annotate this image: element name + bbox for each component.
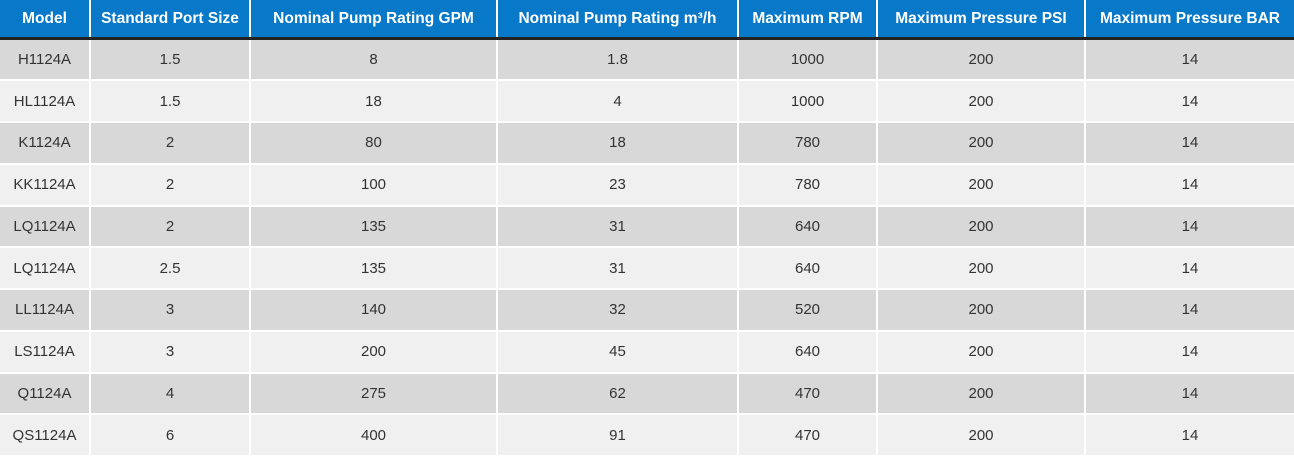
table-cell: 2 bbox=[90, 205, 251, 249]
table-row: K1124A 2 80 18 780 200 14 bbox=[0, 122, 1294, 165]
table-cell: 2.5 bbox=[90, 247, 251, 290]
table-cell: Q1124A bbox=[0, 372, 91, 416]
table-cell: 1000 bbox=[738, 80, 878, 123]
table-cell: 14 bbox=[1085, 80, 1294, 123]
table-cell: 62 bbox=[497, 372, 739, 416]
table-cell: HL1124A bbox=[0, 80, 91, 123]
table-cell: 14 bbox=[1085, 205, 1294, 249]
table-cell: 200 bbox=[250, 330, 498, 374]
table-cell: 14 bbox=[1085, 414, 1294, 457]
table-cell: 91 bbox=[497, 414, 739, 457]
table-cell: 4 bbox=[497, 80, 739, 123]
table-cell: K1124A bbox=[0, 122, 91, 165]
column-header-maximum-pressure-psi: Maximum Pressure PSI bbox=[877, 0, 1086, 40]
table-cell: 14 bbox=[1085, 122, 1294, 165]
table-cell: 470 bbox=[738, 414, 878, 457]
table-cell: 23 bbox=[497, 163, 739, 207]
table-cell: 1.8 bbox=[497, 38, 739, 82]
table-cell: 1.5 bbox=[90, 38, 251, 82]
table-cell: 200 bbox=[877, 372, 1086, 416]
column-header-standard-port-size: Standard Port Size bbox=[90, 0, 251, 40]
table-cell: 200 bbox=[877, 122, 1086, 165]
table-cell: 200 bbox=[877, 414, 1086, 457]
column-header-maximum-pressure-bar: Maximum Pressure BAR bbox=[1085, 0, 1294, 40]
table-cell: 100 bbox=[250, 163, 498, 207]
table-row: HL1124A 1.5 18 4 1000 200 14 bbox=[0, 80, 1294, 123]
table-cell: 640 bbox=[738, 205, 878, 249]
table-cell: 3 bbox=[90, 330, 251, 374]
table-cell: 200 bbox=[877, 163, 1086, 207]
table-cell: 140 bbox=[250, 289, 498, 332]
table-cell: 200 bbox=[877, 80, 1086, 123]
table-cell: 640 bbox=[738, 330, 878, 374]
table-cell: 2 bbox=[90, 122, 251, 165]
table-cell: 6 bbox=[90, 414, 251, 457]
table-cell: 80 bbox=[250, 122, 498, 165]
table-cell: LL1124A bbox=[0, 289, 91, 332]
table-row: LL1124A 3 140 32 520 200 14 bbox=[0, 289, 1294, 332]
table-row: Q1124A 4 275 62 470 200 14 bbox=[0, 372, 1294, 416]
table-cell: 18 bbox=[497, 122, 739, 165]
table-cell: LQ1124A bbox=[0, 205, 91, 249]
table-cell: 470 bbox=[738, 372, 878, 416]
table-cell: 45 bbox=[497, 330, 739, 374]
table-cell: 2 bbox=[90, 163, 251, 207]
column-header-model: Model bbox=[0, 0, 91, 40]
table-cell: 14 bbox=[1085, 247, 1294, 290]
table-cell: 200 bbox=[877, 38, 1086, 82]
table-cell: QS1124A bbox=[0, 414, 91, 457]
table-cell: KK1124A bbox=[0, 163, 91, 207]
table-cell: 18 bbox=[250, 80, 498, 123]
table-row: QS1124A 6 400 91 470 200 14 bbox=[0, 414, 1294, 457]
table-row: H1124A 1.5 8 1.8 1000 200 14 bbox=[0, 38, 1294, 82]
column-header-nominal-pump-rating-gpm: Nominal Pump Rating GPM bbox=[250, 0, 498, 40]
table-cell: 1.5 bbox=[90, 80, 251, 123]
table-cell: LQ1124A bbox=[0, 247, 91, 290]
table-cell: 400 bbox=[250, 414, 498, 457]
table-cell: 8 bbox=[250, 38, 498, 82]
table-cell: 31 bbox=[497, 205, 739, 249]
table-cell: 135 bbox=[250, 247, 498, 290]
table-cell: 3 bbox=[90, 289, 251, 332]
table-cell: 4 bbox=[90, 372, 251, 416]
table-cell: 640 bbox=[738, 247, 878, 290]
table-cell: 200 bbox=[877, 289, 1086, 332]
table-cell: 31 bbox=[497, 247, 739, 290]
table-cell: 200 bbox=[877, 205, 1086, 249]
table-row: LS1124A 3 200 45 640 200 14 bbox=[0, 330, 1294, 374]
table-body: H1124A 1.5 8 1.8 1000 200 14 HL1124A 1.5 18 4 1000 2… bbox=[0, 38, 1294, 457]
column-header-nominal-pump-rating-m-h: Nominal Pump Rating m³/h bbox=[497, 0, 739, 40]
table-cell: H1124A bbox=[0, 38, 91, 82]
table-cell: 1000 bbox=[738, 38, 878, 82]
table-cell: 200 bbox=[877, 247, 1086, 290]
table-cell: 14 bbox=[1085, 163, 1294, 207]
table-row: KK1124A 2 100 23 780 200 14 bbox=[0, 163, 1294, 207]
table-cell: 275 bbox=[250, 372, 498, 416]
table-cell: 14 bbox=[1085, 38, 1294, 82]
table-row: LQ1124A 2.5 135 31 640 200 14 bbox=[0, 247, 1294, 290]
table-cell: 32 bbox=[497, 289, 739, 332]
table-cell: LS1124A bbox=[0, 330, 91, 374]
header-row: Model Standard Port Size Nominal Pump Rati… bbox=[0, 0, 1294, 40]
table-row: LQ1124A 2 135 31 640 200 14 bbox=[0, 205, 1294, 249]
table-cell: 780 bbox=[738, 163, 878, 207]
column-header-maximum-rpm: Maximum RPM bbox=[738, 0, 878, 40]
table-cell: 14 bbox=[1085, 372, 1294, 416]
table-cell: 14 bbox=[1085, 330, 1294, 374]
table-cell: 520 bbox=[738, 289, 878, 332]
table-cell: 135 bbox=[250, 205, 498, 249]
table-cell: 780 bbox=[738, 122, 878, 165]
table-cell: 14 bbox=[1085, 289, 1294, 332]
table-cell: 200 bbox=[877, 330, 1086, 374]
